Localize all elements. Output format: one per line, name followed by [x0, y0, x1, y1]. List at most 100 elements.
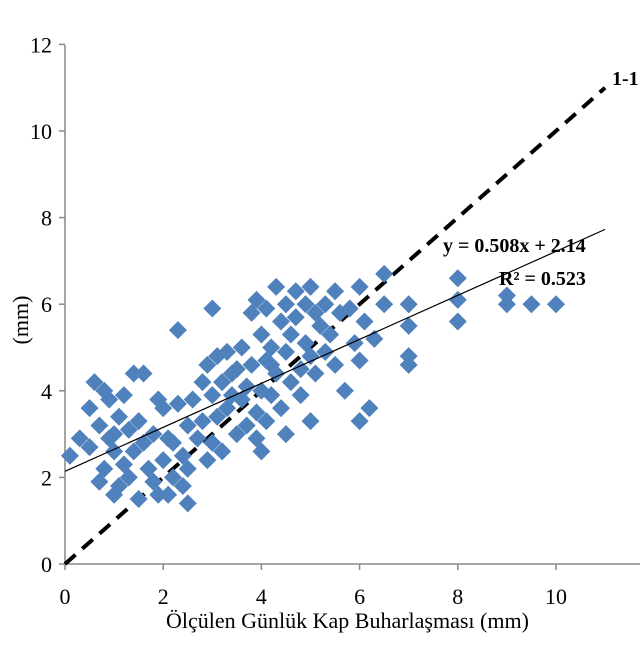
data-point	[110, 477, 129, 496]
data-point	[276, 342, 295, 361]
data-point	[321, 325, 340, 344]
data-point	[252, 325, 271, 344]
data-point	[164, 468, 183, 487]
data-point	[262, 355, 281, 374]
data-point	[222, 386, 241, 405]
data-point	[326, 282, 345, 301]
data-point	[159, 485, 178, 504]
y-axis-title: (mm)	[8, 296, 33, 345]
data-point	[375, 295, 394, 314]
data-points	[60, 264, 565, 513]
data-point	[213, 373, 232, 392]
data-point	[291, 386, 310, 405]
data-point	[114, 386, 133, 405]
y-tick-label: 4	[41, 379, 52, 404]
trend-line	[64, 228, 606, 472]
data-point	[227, 425, 246, 444]
data-point	[281, 373, 300, 392]
data-point	[227, 360, 246, 379]
data-point	[218, 342, 237, 361]
data-point	[497, 295, 516, 314]
data-point	[247, 403, 266, 422]
data-point	[105, 425, 124, 444]
y-tick-label: 8	[41, 206, 52, 231]
y-tick-label: 10	[30, 119, 52, 144]
data-point	[267, 277, 286, 296]
x-tick-label: 2	[158, 584, 169, 609]
data-point	[173, 477, 192, 496]
data-point	[213, 442, 232, 461]
x-axis-title: Ölçülen Günlük Kap Buharlaşması (mm)	[166, 608, 529, 633]
data-point	[80, 399, 99, 418]
data-point	[296, 295, 315, 314]
data-point	[311, 316, 330, 335]
data-point	[237, 416, 256, 435]
data-point	[262, 338, 281, 357]
data-point	[119, 420, 138, 439]
x-tick-label: 0	[60, 584, 71, 609]
data-point	[262, 386, 281, 405]
data-point	[110, 407, 129, 426]
data-point	[203, 433, 222, 452]
data-point	[281, 325, 300, 344]
data-point	[90, 416, 109, 435]
data-point	[326, 355, 345, 374]
data-point	[198, 451, 217, 470]
data-point	[95, 459, 114, 478]
data-point	[119, 468, 138, 487]
data-point	[316, 295, 335, 314]
data-point	[272, 399, 291, 418]
data-point	[448, 290, 467, 309]
r-squared-label: R² = 0.523	[499, 268, 586, 290]
data-point	[149, 485, 168, 504]
data-point	[168, 321, 187, 340]
data-point	[178, 494, 197, 513]
data-point	[399, 316, 418, 335]
data-point	[291, 360, 310, 379]
data-point	[257, 412, 276, 431]
data-point	[124, 442, 143, 461]
data-point	[198, 355, 217, 374]
data-point	[399, 295, 418, 314]
data-point	[350, 351, 369, 370]
data-point	[129, 412, 148, 431]
data-point	[360, 399, 379, 418]
data-point	[188, 429, 207, 448]
data-point	[350, 277, 369, 296]
data-point	[232, 338, 251, 357]
data-point	[178, 459, 197, 478]
data-point	[257, 299, 276, 318]
x-tick-label: 8	[452, 584, 463, 609]
data-point	[350, 412, 369, 431]
data-point	[547, 295, 565, 314]
data-point	[70, 429, 89, 448]
data-point	[168, 394, 187, 413]
data-point	[301, 412, 320, 431]
data-point	[80, 438, 99, 457]
data-point	[124, 364, 143, 383]
data-point	[242, 355, 261, 374]
data-point	[203, 299, 222, 318]
data-point	[178, 416, 197, 435]
y-tick-label: 12	[30, 32, 52, 57]
x-tick-label: 10	[545, 584, 567, 609]
data-point	[345, 334, 364, 353]
data-point	[183, 390, 202, 409]
data-point	[448, 312, 467, 331]
data-point	[134, 364, 153, 383]
data-point	[375, 264, 394, 283]
data-point	[286, 282, 305, 301]
data-point	[522, 295, 541, 314]
data-point	[272, 312, 291, 331]
x-tick-group: 0 2 4 6 8 10	[60, 564, 567, 609]
data-point	[203, 386, 222, 405]
data-point	[355, 312, 374, 331]
data-point	[247, 429, 266, 448]
y-tick-label: 0	[41, 552, 52, 577]
data-point	[276, 425, 295, 444]
data-point	[208, 407, 227, 426]
data-point	[448, 269, 467, 288]
data-point	[129, 490, 148, 509]
